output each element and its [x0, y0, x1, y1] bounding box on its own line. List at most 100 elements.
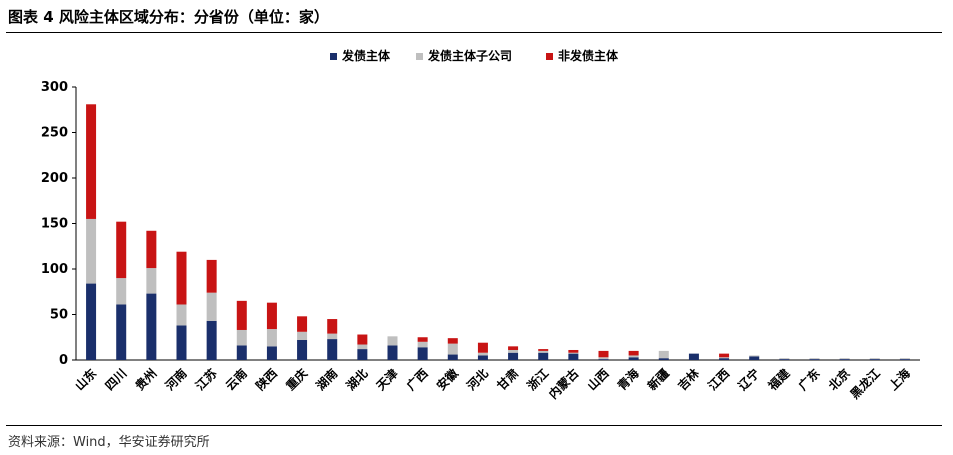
bar-segment — [297, 331, 308, 340]
bar-segment — [568, 349, 579, 353]
x-tick-label: 广东 — [795, 366, 823, 394]
bar-segment — [869, 358, 880, 360]
bar-segment — [417, 341, 428, 348]
bar-segment — [809, 358, 820, 360]
bar-segment — [176, 325, 187, 360]
chart-title: 图表 4 风险主体区域分布：分省份（单位：家） — [8, 8, 329, 26]
legend-swatch — [546, 53, 553, 60]
bar-segment — [116, 304, 127, 360]
bar-segment — [719, 358, 730, 360]
bar-segment — [357, 344, 368, 350]
y-tick-label: 250 — [41, 126, 68, 141]
bar-segment — [236, 300, 247, 330]
bar-segment — [327, 339, 338, 360]
bar-segment — [749, 355, 760, 357]
title-rule — [6, 32, 942, 33]
bar-segment — [266, 329, 277, 347]
x-tick-label: 内蒙古 — [545, 366, 581, 402]
x-tick-label: 新疆 — [644, 366, 672, 394]
y-tick-label: 0 — [59, 353, 68, 368]
x-tick-label: 辽宁 — [735, 366, 763, 394]
x-tick-label: 甘肃 — [494, 366, 522, 394]
x-tick-label: 湖北 — [343, 366, 371, 394]
x-tick-label: 安徽 — [433, 365, 461, 393]
bar-segment — [116, 221, 127, 279]
bar-segment — [508, 349, 519, 353]
bar-segment — [869, 359, 880, 360]
x-tick-label: 重庆 — [283, 366, 311, 394]
bar-segment — [598, 359, 609, 360]
bar-segment — [779, 359, 790, 360]
bar-segment — [327, 319, 338, 334]
bar-segment — [719, 353, 730, 358]
bar-segment — [176, 251, 187, 305]
x-tick-label: 青海 — [614, 366, 642, 394]
x-tick-label: 陕西 — [252, 366, 280, 394]
source-note: 资料来源：Wind，华安证券研究所 — [8, 435, 210, 450]
bar-segment — [809, 359, 820, 360]
bar-segment — [297, 339, 308, 360]
bar-segment — [387, 336, 398, 346]
bar-segment — [146, 293, 157, 360]
y-tick-label: 200 — [41, 171, 68, 186]
bar-segment — [658, 358, 669, 360]
x-tick-label: 山西 — [584, 366, 612, 394]
bar-segment — [568, 352, 579, 354]
bar-segment — [719, 357, 730, 359]
bar-segment — [447, 354, 458, 360]
legend-label: 非发债主体 — [558, 48, 619, 63]
x-tick-label: 江苏 — [192, 366, 220, 394]
bar-segment — [86, 283, 97, 360]
bar-segment — [598, 357, 609, 360]
x-tick-label: 北京 — [825, 366, 853, 394]
bar-segment — [477, 342, 488, 353]
y-tick-label: 150 — [41, 217, 68, 232]
y-tick-label: 300 — [41, 80, 68, 95]
bar-segment — [357, 334, 368, 345]
bar-segment — [508, 352, 519, 360]
legend-label: 发债主体 — [341, 48, 391, 63]
bar-segment — [266, 302, 277, 330]
x-tick-label: 山东 — [72, 366, 100, 394]
bar-segment — [417, 337, 428, 342]
bar-segment — [899, 359, 910, 360]
bar-segment — [568, 353, 579, 360]
bar-segment — [86, 218, 97, 284]
bar-segment — [628, 355, 639, 358]
legend-swatch — [330, 53, 337, 60]
bar-segment — [508, 346, 519, 350]
bar-segment — [899, 358, 910, 360]
x-tick-label: 天津 — [373, 366, 401, 394]
bar-segment — [206, 292, 217, 321]
bar-segment — [387, 345, 398, 360]
bar-segment — [146, 268, 157, 294]
x-tick-label: 湖南 — [313, 366, 341, 394]
y-tick-label: 100 — [41, 262, 68, 277]
x-tick-label: 四川 — [102, 366, 129, 393]
bar-segment — [688, 353, 699, 360]
legend-swatch — [416, 53, 423, 60]
x-tick-label: 河北 — [463, 366, 491, 394]
bar-segment — [658, 350, 669, 359]
x-tick-label: 吉林 — [674, 366, 702, 394]
bar-segment — [538, 350, 549, 353]
bar-segment — [749, 356, 760, 360]
bar-segment — [297, 316, 308, 332]
bar-segment — [839, 359, 850, 360]
x-tick-label: 福建 — [764, 365, 793, 394]
bar-segment — [598, 350, 609, 358]
bar-segment — [628, 357, 639, 360]
bar-segment — [417, 347, 428, 360]
bar-segment — [628, 350, 639, 356]
bar-segment — [266, 346, 277, 360]
x-tick-label: 云南 — [222, 366, 250, 394]
bar-segment — [146, 230, 157, 269]
bar-segment — [357, 349, 368, 360]
bar-segment — [206, 320, 217, 360]
bar-segment — [236, 345, 247, 360]
bar-segment — [176, 304, 187, 326]
bar-segment — [86, 104, 97, 219]
bar-segment — [538, 349, 549, 351]
bar-segment — [116, 278, 127, 305]
